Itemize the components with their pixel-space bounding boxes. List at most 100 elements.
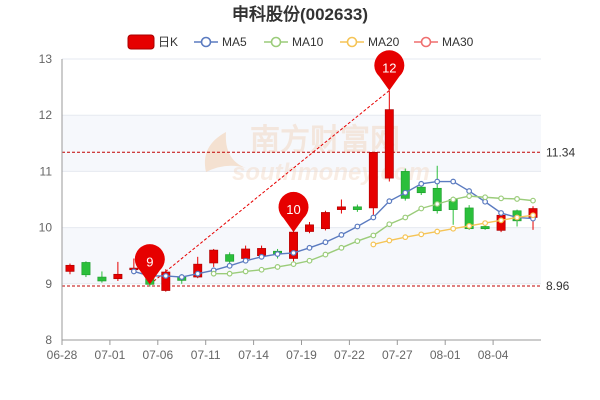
candle bbox=[97, 271, 107, 283]
candle-body bbox=[161, 271, 171, 291]
trend-line bbox=[149, 90, 390, 285]
candle-body bbox=[432, 187, 442, 212]
candle-body bbox=[480, 226, 490, 230]
pin-shape bbox=[374, 50, 405, 91]
ma-point bbox=[258, 253, 265, 260]
candle-body bbox=[352, 206, 362, 210]
ma-point bbox=[322, 251, 329, 258]
candle bbox=[320, 210, 330, 231]
legend-swatch-marker bbox=[200, 36, 212, 48]
candle bbox=[161, 269, 171, 292]
ma-point bbox=[226, 270, 233, 277]
candle bbox=[368, 151, 378, 219]
pin-shape bbox=[278, 191, 309, 233]
x-tick-label: 07-06 bbox=[142, 348, 173, 362]
candle bbox=[336, 199, 346, 214]
ma-point bbox=[498, 195, 504, 202]
ma-point bbox=[258, 266, 265, 273]
ma-point bbox=[242, 257, 249, 264]
candle-body bbox=[320, 212, 330, 230]
candle-body bbox=[97, 276, 107, 282]
x-tick-label: 07-11 bbox=[191, 348, 221, 362]
candle-body bbox=[193, 263, 203, 278]
legend-item-ma30[interactable]: MA30 bbox=[414, 35, 474, 49]
ma-point bbox=[386, 198, 393, 205]
ma-point bbox=[418, 231, 425, 238]
ma-point bbox=[418, 180, 425, 187]
legend-swatch bbox=[127, 34, 155, 50]
x-tick-label: 07-19 bbox=[286, 348, 317, 362]
ma-point bbox=[162, 273, 169, 279]
y-tick-label: 8 bbox=[45, 333, 52, 347]
ma-point bbox=[306, 244, 313, 251]
candle bbox=[81, 261, 91, 278]
ma-point bbox=[482, 194, 489, 201]
annotation-pin[interactable]: 12 bbox=[374, 50, 405, 91]
legend-item-日k[interactable]: 日K bbox=[127, 34, 178, 50]
legend-item-ma10[interactable]: MA10 bbox=[264, 35, 324, 49]
ma-point bbox=[482, 220, 489, 227]
candle-body bbox=[225, 254, 235, 262]
candle bbox=[352, 204, 362, 212]
candle-body bbox=[416, 186, 426, 194]
ma-series-ma20 bbox=[370, 212, 536, 248]
ma-point bbox=[450, 225, 457, 232]
ma-point bbox=[514, 214, 520, 221]
ma-point bbox=[370, 214, 377, 221]
ma-point bbox=[242, 268, 249, 275]
annotation-pin[interactable]: 10 bbox=[278, 191, 309, 233]
ma-point bbox=[290, 249, 297, 256]
ma-point bbox=[274, 251, 281, 257]
reference-label: 11.34 bbox=[546, 145, 575, 159]
watermark-logo bbox=[204, 132, 246, 172]
ma-point bbox=[290, 261, 297, 268]
ma-point bbox=[434, 178, 441, 185]
annotation-pin[interactable]: 9 bbox=[134, 244, 165, 285]
ma-point bbox=[498, 217, 504, 224]
candle bbox=[65, 263, 75, 275]
x-tick-label: 07-14 bbox=[238, 348, 269, 362]
ma-point bbox=[530, 212, 536, 219]
x-tick-label: 08-01 bbox=[430, 348, 461, 362]
candle-body bbox=[400, 171, 410, 199]
ma-point bbox=[338, 244, 345, 251]
candle bbox=[113, 261, 123, 281]
watermark: 南方财富网 southmoney.com bbox=[204, 123, 430, 186]
candle bbox=[305, 221, 314, 234]
legend-item-ma5[interactable]: MA5 bbox=[194, 35, 247, 49]
ma-point bbox=[530, 197, 536, 204]
annotation-pins[interactable]: 9 10 12 bbox=[134, 50, 405, 285]
grid-layer bbox=[62, 58, 541, 341]
chart-title: 申科股份(002633) bbox=[232, 4, 368, 24]
legend-label: MA30 bbox=[442, 35, 474, 49]
legend[interactable]: 日K MA5 MA10 MA20 MA30 bbox=[127, 34, 474, 50]
ma-point bbox=[466, 188, 473, 194]
legend-swatch-marker bbox=[420, 36, 432, 48]
ma-point bbox=[210, 270, 217, 277]
x-tick-label: 07-22 bbox=[334, 348, 365, 362]
y-tick-label: 9 bbox=[45, 277, 52, 291]
x-tick-label: 07-27 bbox=[382, 348, 413, 362]
legend-label: 日K bbox=[158, 35, 178, 49]
grid-band bbox=[62, 115, 541, 172]
ma-point bbox=[370, 241, 377, 248]
reference-label: 8.96 bbox=[546, 279, 570, 293]
pin-label: 10 bbox=[286, 202, 300, 217]
ma-point bbox=[514, 196, 520, 202]
legend-label: MA5 bbox=[222, 35, 247, 49]
x-tick-label: 08-04 bbox=[478, 348, 509, 362]
ma-point bbox=[354, 238, 361, 244]
pin-label: 9 bbox=[146, 254, 153, 269]
grid-band bbox=[62, 227, 541, 284]
ma-point bbox=[466, 223, 473, 229]
moving-averages bbox=[130, 178, 536, 280]
watermark-subtext: southmoney.com bbox=[232, 159, 430, 186]
ma-point bbox=[354, 223, 361, 230]
legend-item-ma20[interactable]: MA20 bbox=[340, 35, 400, 49]
y-tick-label: 11 bbox=[40, 164, 53, 178]
legend-swatch-marker bbox=[346, 36, 358, 48]
candle bbox=[384, 90, 394, 182]
reference-lines: 11.34 8.96 bbox=[62, 145, 575, 293]
ma-point bbox=[450, 196, 457, 203]
ma-point bbox=[450, 178, 457, 185]
